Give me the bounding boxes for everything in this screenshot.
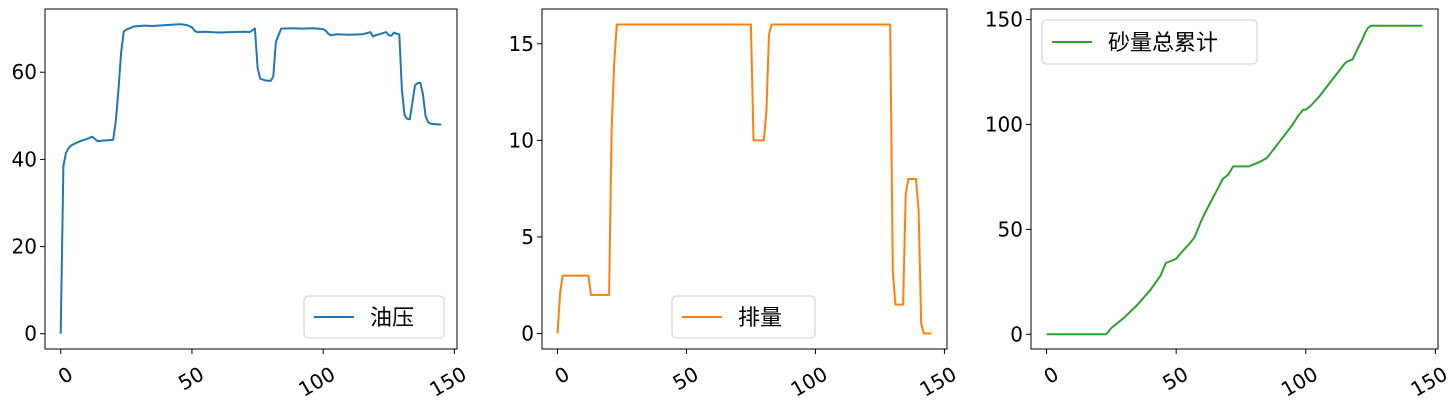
x-tick-label: 100: [294, 362, 339, 402]
legend-box: [303, 295, 445, 339]
y-tick-label: 10: [509, 128, 534, 152]
legend-label: 排量: [738, 306, 782, 331]
x-tick-label: 100: [1277, 362, 1322, 402]
subplot-2: 0 50 100 150 0 5 10 15 排量: [509, 8, 961, 402]
y-tick-label: 60: [12, 60, 37, 84]
x-tick-label: 0: [54, 362, 77, 389]
x-tick-label: 0: [1040, 362, 1063, 389]
subplot-3: 0 50 100 150 0 50 100 150 砂量总累计: [985, 7, 1449, 401]
legend: 砂量总累计: [1041, 19, 1258, 65]
x-tick-label: 50: [174, 362, 208, 396]
x-tick-label: 0: [551, 362, 574, 389]
axes-frame: [44, 8, 458, 350]
y-tick-label: 0: [24, 322, 37, 346]
y-tick-label: 150: [985, 7, 1023, 31]
legend-box: [1041, 19, 1258, 65]
y-tick-label: 15: [509, 32, 534, 56]
y-tick-label: 20: [12, 235, 37, 259]
y-tick-label: 5: [521, 225, 534, 249]
legend-label: 油压: [370, 306, 414, 331]
x-tick-label: 50: [669, 362, 703, 396]
x-tick-label: 150: [915, 362, 960, 402]
x-tick-label: 50: [1158, 362, 1192, 396]
legend: 排量: [671, 295, 816, 339]
y-tick-label: 40: [12, 147, 37, 171]
axes-frame: [1030, 8, 1439, 350]
series-line-1-1: [59, 23, 442, 334]
x-tick-label: 100: [786, 362, 831, 402]
legend: 油压: [303, 295, 445, 339]
x-tick-label: 150: [1406, 362, 1449, 402]
legend-label: 砂量总累计: [1108, 31, 1218, 56]
series-line-2-1: [556, 23, 932, 335]
y-tick-label: 0: [1010, 322, 1023, 346]
x-tick-label: 150: [425, 362, 470, 402]
subplot-1: 0 50 100 150 0 20 40 60 油压: [12, 8, 470, 402]
y-tick-label: 100: [985, 112, 1023, 136]
y-tick-label: 50: [998, 217, 1023, 241]
legend-box: [671, 295, 816, 339]
y-tick-label: 0: [521, 322, 534, 346]
series-line-3-1: [1046, 24, 1423, 336]
axes-frame: [541, 8, 948, 350]
